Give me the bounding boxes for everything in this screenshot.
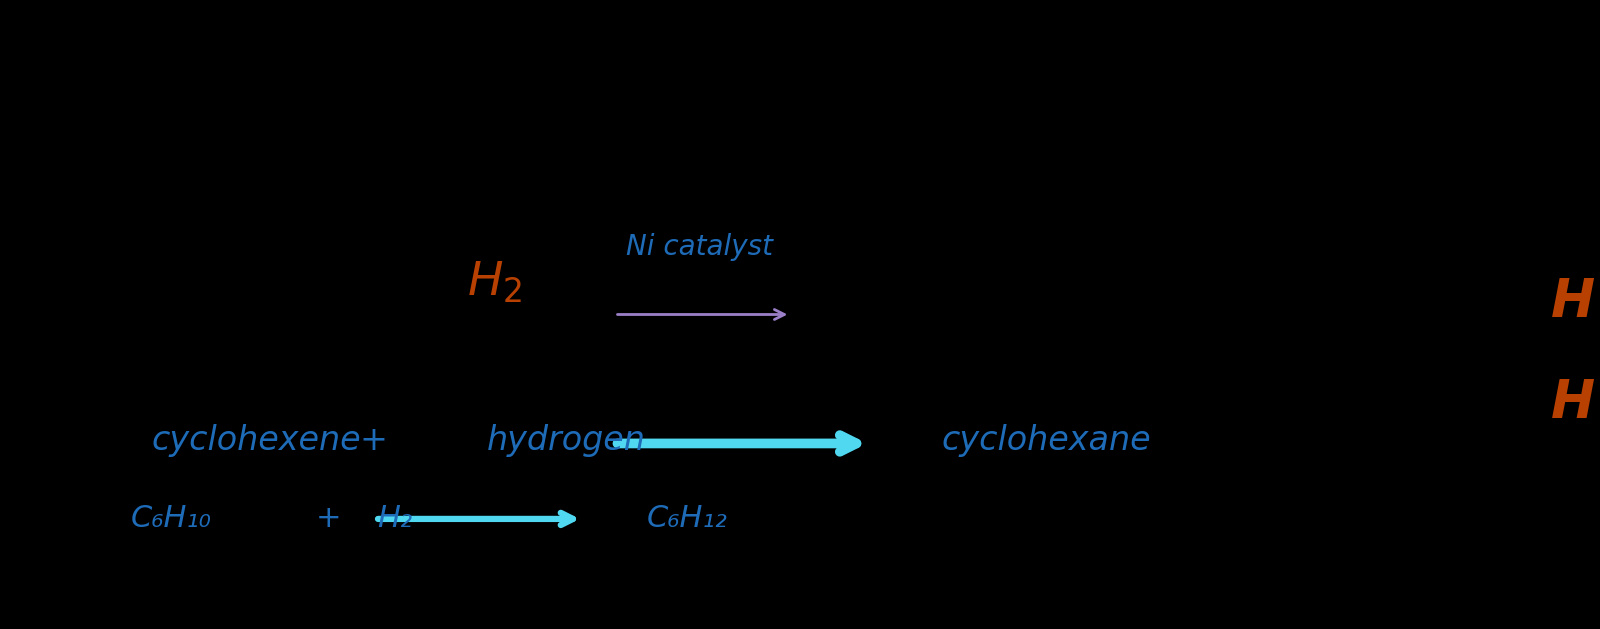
Text: $H_2$: $H_2$ bbox=[467, 260, 523, 306]
Text: C₆H₁₀: C₆H₁₀ bbox=[131, 504, 211, 533]
Text: Ni catalyst: Ni catalyst bbox=[626, 233, 773, 261]
Text: cyclohexene: cyclohexene bbox=[152, 424, 362, 457]
Text: H: H bbox=[1550, 276, 1595, 328]
Text: hydrogen: hydrogen bbox=[486, 424, 646, 457]
Text: +: + bbox=[360, 424, 387, 457]
Text: H: H bbox=[1550, 377, 1595, 428]
Text: +: + bbox=[317, 504, 342, 533]
Text: H₂: H₂ bbox=[376, 504, 411, 533]
Text: C₆H₁₂: C₆H₁₂ bbox=[646, 504, 728, 533]
Text: cyclohexane: cyclohexane bbox=[942, 424, 1152, 457]
